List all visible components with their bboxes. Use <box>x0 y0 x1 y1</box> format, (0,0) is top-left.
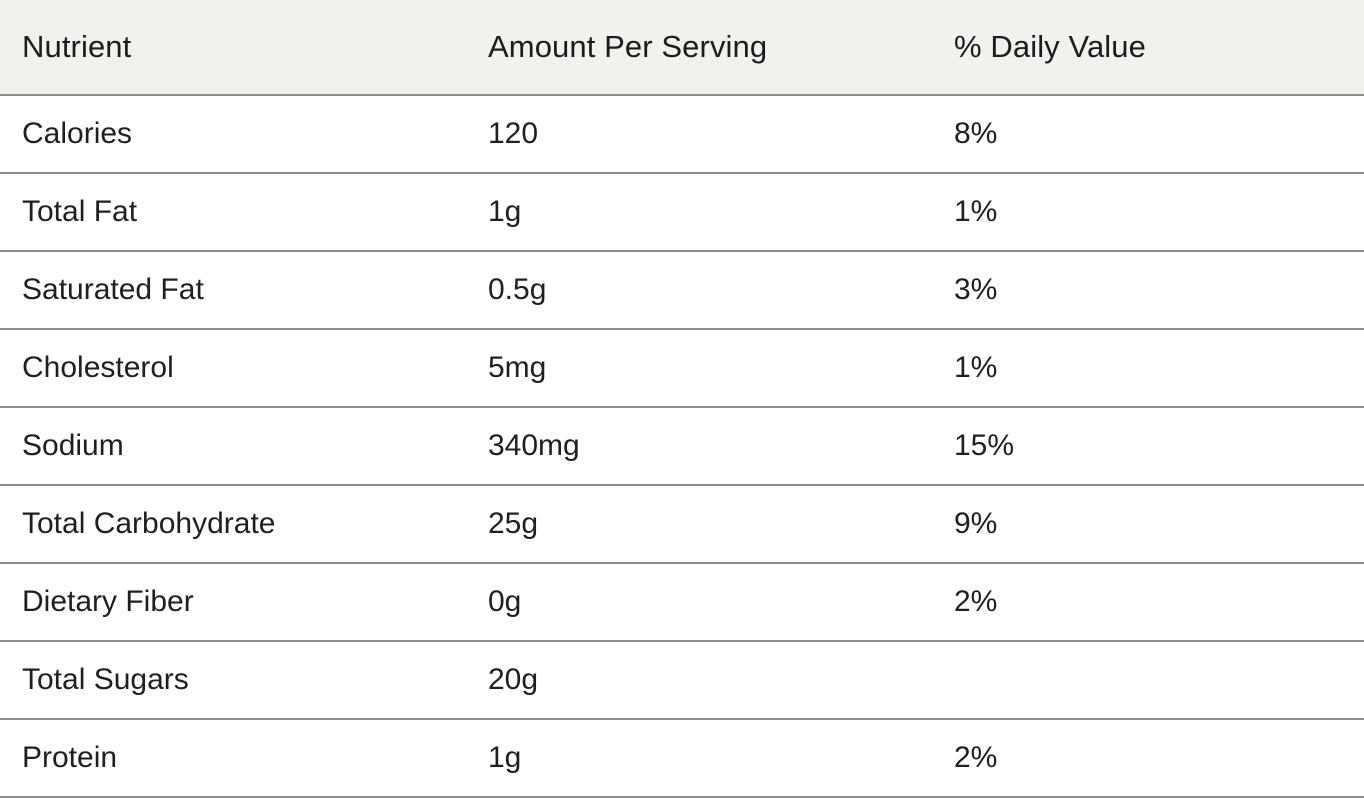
daily-value-cell: 8% <box>932 95 1364 174</box>
table-header: Nutrient Amount Per Serving % Daily Valu… <box>0 0 1364 96</box>
nutrient-cell: Total Fat <box>0 173 466 252</box>
column-header-nutrient: Nutrient <box>0 0 466 96</box>
column-header-amount: Amount Per Serving <box>466 0 932 96</box>
column-header-daily-value: % Daily Value <box>932 0 1364 96</box>
table-row: Total Carbohydrate 25g 9% <box>0 485 1364 564</box>
daily-value-cell: 2% <box>932 563 1364 642</box>
daily-value-cell: 2% <box>932 719 1364 798</box>
nutrient-cell: Dietary Fiber <box>0 563 466 642</box>
amount-cell: 5mg <box>466 329 932 408</box>
amount-cell: 25g <box>466 485 932 564</box>
amount-cell: 0.5g <box>466 251 932 330</box>
nutrient-cell: Sodium <box>0 407 466 486</box>
nutrient-cell: Protein <box>0 719 466 798</box>
nutrient-cell: Total Sugars <box>0 641 466 720</box>
daily-value-cell: 3% <box>932 251 1364 330</box>
amount-cell: 0g <box>466 563 932 642</box>
table-row: Calories 120 8% <box>0 95 1364 174</box>
nutrient-cell: Saturated Fat <box>0 251 466 330</box>
amount-cell: 1g <box>466 719 932 798</box>
daily-value-cell <box>932 641 1364 720</box>
table-row: Dietary Fiber 0g 2% <box>0 563 1364 642</box>
nutrient-cell: Cholesterol <box>0 329 466 408</box>
daily-value-cell: 15% <box>932 407 1364 486</box>
daily-value-cell: 1% <box>932 329 1364 408</box>
nutrient-cell: Calories <box>0 95 466 174</box>
table-row: Cholesterol 5mg 1% <box>0 329 1364 408</box>
amount-cell: 20g <box>466 641 932 720</box>
daily-value-cell: 1% <box>932 173 1364 252</box>
table-row: Total Sugars 20g <box>0 641 1364 720</box>
table-body: Calories 120 8% Total Fat 1g 1% Saturate… <box>0 95 1364 798</box>
nutrient-cell: Total Carbohydrate <box>0 485 466 564</box>
table-row: Sodium 340mg 15% <box>0 407 1364 486</box>
amount-cell: 120 <box>466 95 932 174</box>
header-row: Nutrient Amount Per Serving % Daily Valu… <box>0 0 1364 96</box>
amount-cell: 340mg <box>466 407 932 486</box>
daily-value-cell: 9% <box>932 485 1364 564</box>
table-row: Total Fat 1g 1% <box>0 173 1364 252</box>
table-row: Saturated Fat 0.5g 3% <box>0 251 1364 330</box>
amount-cell: 1g <box>466 173 932 252</box>
table-row: Protein 1g 2% <box>0 719 1364 798</box>
